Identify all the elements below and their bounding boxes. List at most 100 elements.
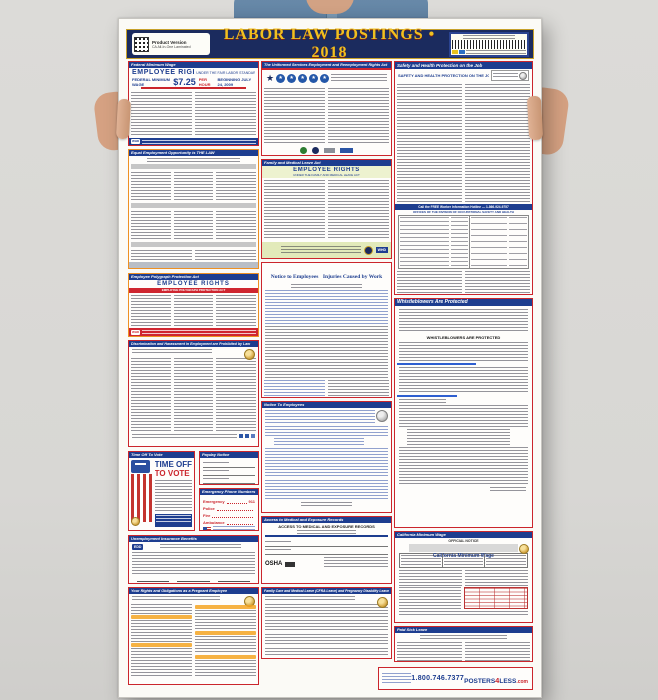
text-column [131,604,192,682]
body-text [154,480,192,512]
office-names [470,217,507,267]
vendor-footer-bar: 1.800.746.7377 POSTERS4LESS.com [378,667,533,690]
cell-text [486,555,527,566]
userra-star-badge: ★ [287,73,297,83]
table-cell [400,554,443,567]
body-text [397,642,462,661]
workers-comp-subtitle: Injuries Caused by Work [322,274,383,280]
body-text [397,271,462,293]
body-text [131,295,171,327]
vendor-address-text [382,672,412,685]
polygraph-title: EMPLOYEE RIGHTS [157,281,230,287]
body-text [265,326,388,378]
orange-subheading-bar [131,615,192,619]
medical-records-header: Access to Medical and Exposure Records [262,517,391,523]
body-text [132,552,255,574]
emergency-label: Police [203,506,215,511]
emergency-row: Emergency 911 [203,497,255,504]
vendor-phone: 1.800.746.7377 [411,675,465,682]
field-label [265,541,291,543]
userra-star-badge: ★ [298,73,308,83]
ballot-box-icon [131,460,150,473]
body-text [131,648,192,678]
footer-text [142,330,256,334]
poster-title: LABOR LAW POSTINGS • 2018 [223,26,436,61]
body-text [195,92,256,136]
body-text [399,405,528,427]
red-rule [141,87,246,89]
state-seal-icon [244,349,255,360]
wage-schedule-table [464,587,528,609]
body-text [331,74,387,82]
discrimination-header: Discrimination and Harassment in Employm… [129,341,258,347]
cal-osha-title: SAFETY AND HEALTH PROTECTION ON THE JOB [398,73,489,78]
orange-subheading-bar [195,605,256,609]
agency-logo [340,148,353,153]
polygraph-band: EMPLOYEE POLYGRAPH PROTECTION ACT [129,288,258,293]
osha-label-box [491,70,529,81]
vendor-logo-part: .com [516,678,528,685]
office-phones [508,217,527,267]
text-column [195,604,256,682]
body-text [131,604,192,614]
agency-logo [245,434,249,438]
section-cfra-leave: Family Care and Medical Leave (CFRA Leav… [261,587,392,659]
unemployment-header: Unemployment Insurance Benefits [129,536,258,542]
dol-seal-icon [363,245,373,255]
barcode [452,39,526,49]
dotted-line [226,503,247,504]
polygraph-header: Employee Polygraph Protection Act [129,274,258,280]
body-text [131,172,171,200]
body-text [173,358,214,432]
body-text [264,88,325,144]
hyperlink-text [397,395,458,397]
cal-osha-header: Safety and Health Protection on the Job [395,62,532,69]
notice-subtext [291,284,362,288]
federal-minimum-wage-header: Federal Minimum Wage [129,62,258,68]
notice-title-text [419,635,508,639]
color-chip-yellow [452,49,458,54]
color-chip-blue [459,49,465,54]
label-text [493,72,518,79]
pregnant-header: Your Rights and Obligations as a Pregnan… [129,588,258,594]
body-text [173,211,214,239]
body-text [195,660,256,678]
signature-line [217,576,250,582]
body-text [131,92,192,136]
agency-logo [312,147,319,154]
body-text [147,158,240,163]
field-label [203,478,229,480]
userra-star-badge: ★ [309,73,319,83]
body-text [195,636,256,654]
body-text [216,172,257,200]
cell-text [443,555,484,566]
body-text [265,648,388,656]
cell-text [401,555,441,566]
body-text [265,410,375,424]
eeo-subsection-bar [131,242,256,247]
body-text [264,380,325,397]
product-version-label: Product Version [152,39,187,45]
agency-logo [300,147,307,154]
list-text [274,438,365,446]
wage-unit: PER HOUR [198,76,211,87]
vendor-logo: POSTERS4LESS.com [464,670,528,688]
gray-seal-icon [519,71,527,80]
navy-rule [265,535,388,537]
qr-code-icon [134,36,149,52]
offices-title: OFFICES OF THE DIVISION OF OCCUPATIONAL … [413,210,514,214]
section-federal-minimum-wage: Federal Minimum Wage EMPLOYEE RIGHTS UND… [128,61,259,146]
poster-header: Product Version CA All-In-One Laminated … [126,26,534,61]
whistleblowers-header: Whistleblowers Are Protected [395,299,532,306]
emergency-label: Emergency [203,499,225,504]
notice-title-text [160,544,241,550]
fmla-title: EMPLOYEE RIGHTS [293,167,360,173]
form-field [265,547,388,555]
signature-line [177,576,210,582]
form-field [265,539,388,547]
flag-stripes [131,474,152,522]
red-rule [262,68,391,70]
body-text [399,367,528,393]
official-notice-label: OFFICIAL NOTICE [448,539,479,543]
gold-seal-icon [131,517,140,526]
